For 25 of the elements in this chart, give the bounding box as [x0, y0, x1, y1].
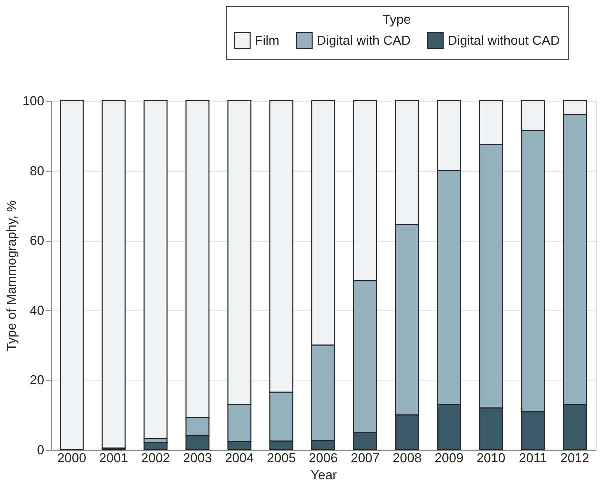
x-tick-label: 2011 [519, 450, 548, 466]
y-tick-label: 40 [30, 302, 44, 318]
x-tick-label: 2012 [560, 450, 590, 466]
legend-label: Digital without CAD [448, 32, 560, 48]
x-axis-title: Year [310, 468, 338, 482]
x-tick-label: 2004 [225, 450, 254, 466]
x-tick-label: 2007 [350, 450, 380, 466]
legend-title: Type [382, 12, 412, 27]
y-tick-label: 20 [30, 372, 44, 388]
y-axis-title: Type of Mammography, % [4, 200, 19, 352]
x-tick-label: 2002 [141, 450, 170, 466]
legend-label: Film [255, 32, 280, 48]
x-tick-label: 2010 [476, 450, 506, 466]
y-tick-label: 60 [30, 233, 44, 248]
y-tick-label: 80 [30, 163, 44, 178]
x-tick-label: 2001 [99, 450, 128, 466]
x-tick-label: 2009 [434, 450, 464, 466]
legend-label: Digital with CAD [317, 32, 411, 48]
x-tick-label: 2005 [267, 450, 296, 466]
x-tick-label: 2006 [309, 450, 338, 466]
x-tick-label: 2008 [392, 450, 422, 466]
x-tick-label: 2000 [58, 450, 86, 466]
y-tick-label: 0 [37, 442, 44, 458]
x-tick-label: 2003 [183, 450, 212, 466]
y-tick-label: 100 [22, 94, 44, 108]
